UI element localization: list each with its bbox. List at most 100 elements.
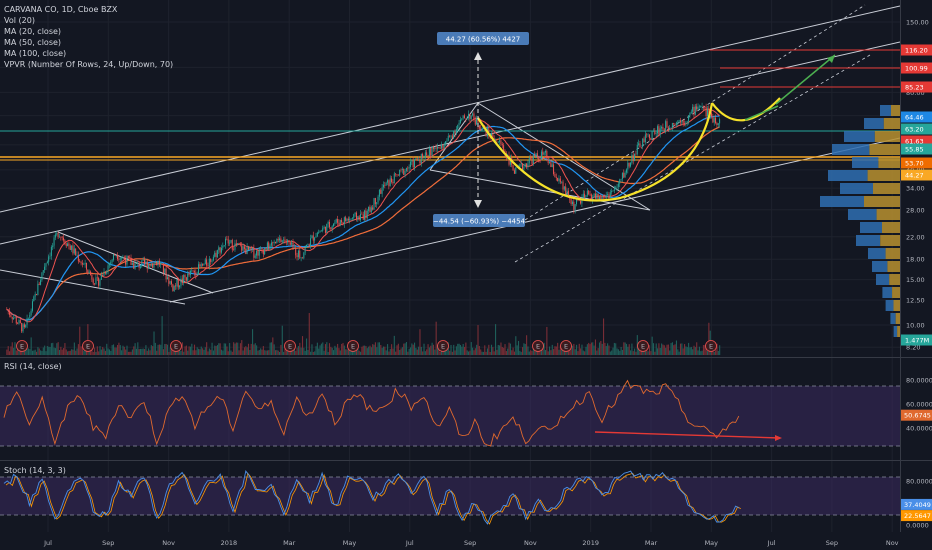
volume-bar [385, 350, 387, 355]
candle-body [682, 120, 684, 124]
earnings-circle[interactable] [170, 340, 182, 352]
candle-body [509, 157, 511, 165]
candle-body [458, 123, 460, 126]
candle-body [331, 226, 333, 230]
time-axis[interactable]: Jul Sep Nov 2018 Mar May Jul Sep Nov 2019 Mar May Ju… [43, 539, 899, 547]
candle-body [609, 192, 611, 198]
volume-bar [563, 350, 565, 355]
stoch-pane-title[interactable]: Stoch (14, 3, 3) [4, 466, 66, 475]
candle-body [490, 133, 492, 138]
volume-bar [311, 344, 313, 355]
indicator-ma20[interactable]: MA (20, close) [4, 27, 62, 36]
volume-bar [158, 344, 160, 355]
volume-bar [322, 342, 324, 355]
volume-bar [312, 351, 314, 355]
candle-body [162, 263, 164, 273]
volume-bar [233, 342, 235, 355]
indicator-vol[interactable]: Vol (20) [4, 16, 35, 25]
flag-bottom-line [429, 169, 651, 211]
volume-bar [193, 344, 196, 355]
volume-bar [638, 348, 640, 355]
volume-bar [658, 343, 660, 355]
earnings-letter: E [709, 343, 713, 351]
candle-body [218, 247, 220, 251]
stoch-axis[interactable]: 80.0000 0.0000 37.4049 22.5647 [901, 478, 932, 530]
candle-body [616, 186, 618, 188]
candle-body [215, 252, 217, 258]
indicator-ma100[interactable]: MA (100, close) [4, 49, 67, 58]
volume-bar [427, 344, 429, 355]
volume-bar [706, 351, 709, 355]
earnings-circle[interactable] [82, 340, 94, 352]
volume-bar [261, 349, 263, 355]
earnings-circle[interactable] [16, 340, 28, 352]
rsi-axis[interactable]: 80.0000 60.0000 40.0000 50.6745 [901, 377, 932, 433]
vp-down-bar [889, 274, 900, 285]
volume-bar [666, 344, 668, 355]
earnings-circle[interactable] [284, 340, 296, 352]
candle-body [257, 250, 259, 256]
volume-bar [508, 342, 510, 355]
volume-bar [426, 349, 428, 355]
candle-body [488, 127, 490, 136]
candle-body [701, 106, 703, 107]
candle-body [523, 166, 525, 170]
volume-bar [73, 342, 75, 355]
volume-bar [166, 344, 169, 355]
volume-bar [522, 347, 524, 355]
volume-bar [520, 351, 522, 355]
candle-body [200, 264, 202, 267]
candle-body [589, 194, 591, 195]
volume-bar [42, 347, 44, 355]
symbol-title[interactable]: CARVANA CO, 1D, Cboe BZX [4, 5, 118, 14]
candle-body [293, 247, 295, 249]
volume-bar [574, 349, 576, 355]
candle-body [677, 121, 679, 123]
candle-body [576, 199, 578, 205]
candle-body [678, 120, 680, 122]
candle-body [378, 189, 380, 197]
candle-body [423, 157, 425, 159]
candle-body [98, 278, 100, 286]
candle-body [350, 218, 352, 220]
volume-bar [100, 349, 102, 355]
candle-body [651, 131, 653, 140]
volume-bar [297, 346, 300, 355]
volume-bar [539, 349, 541, 355]
candle-body [44, 266, 46, 271]
candle-body [310, 238, 312, 247]
indicator-ma50[interactable]: MA (50, close) [4, 38, 62, 47]
earnings-circle[interactable] [347, 340, 359, 352]
volume-bar [121, 350, 123, 355]
candle-body [281, 240, 283, 243]
candle-body [146, 261, 148, 269]
candle-body [357, 216, 359, 220]
volume-bar [396, 345, 398, 355]
candle-body [142, 259, 144, 261]
earnings-circle[interactable] [705, 340, 717, 352]
volume-bar [162, 349, 165, 355]
candle-body [469, 113, 471, 119]
volume-bar [685, 346, 687, 355]
volume-bar [412, 344, 414, 355]
earnings-circle[interactable] [560, 340, 572, 352]
indicator-vpvr[interactable]: VPVR (Number Of Rows, 24, Up/Down, 70) [4, 60, 174, 69]
candle-body [29, 314, 31, 318]
volume-bar [257, 350, 259, 355]
candle-body [431, 146, 433, 156]
candle-body [519, 164, 521, 167]
volume-bar [500, 342, 502, 355]
volume-bar [585, 346, 587, 355]
volume-bar [23, 349, 25, 355]
volume-bar [625, 343, 628, 355]
candle-body [106, 271, 108, 274]
earnings-circle[interactable] [637, 340, 649, 352]
volume-bar [651, 336, 653, 355]
candle-body [202, 264, 204, 266]
rsi-pane-title[interactable]: RSI (14, close) [4, 362, 62, 371]
candle-body [54, 234, 56, 238]
volume-bar [203, 349, 205, 355]
candle-body [306, 244, 308, 248]
earnings-circle[interactable] [437, 340, 449, 352]
earnings-circle[interactable] [532, 340, 544, 352]
